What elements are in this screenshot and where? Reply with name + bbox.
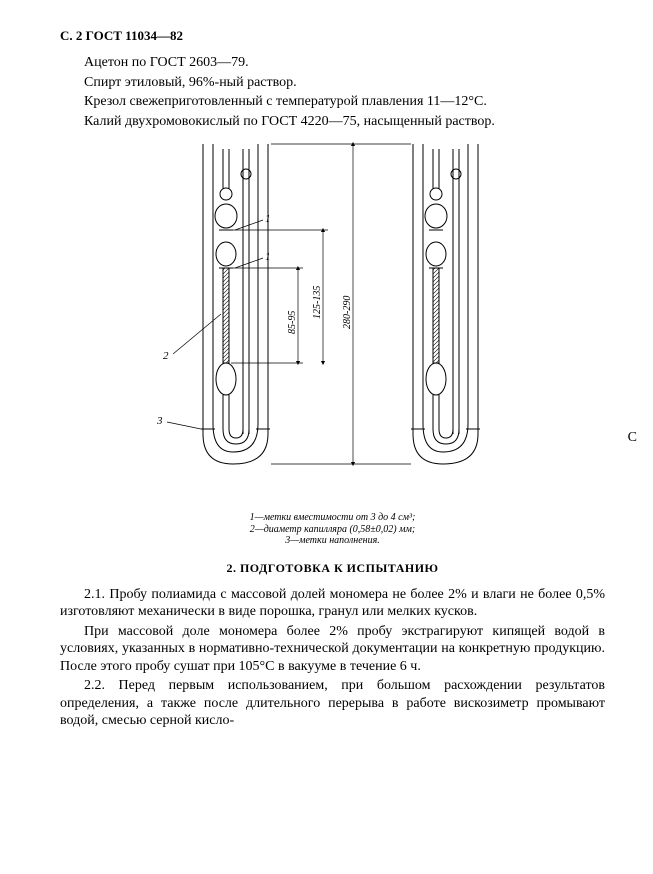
paragraph-2-2: 2.2. Перед первым использованием, при бо… [60, 677, 605, 730]
dim-b-text: 125-135 [312, 286, 323, 319]
figure-caption: 1—метки вместимости от 3 до 4 см³; 2—диа… [169, 512, 496, 547]
label-3: 3 [156, 415, 163, 427]
label-1a: 1 [265, 213, 271, 225]
section-2-title: 2. ПОДГОТОВКА К ИСПЫТАНИЮ [60, 561, 605, 576]
side-mark: C [628, 430, 637, 446]
dim-c-text: 280-290 [342, 296, 353, 329]
paragraph-spirit: Спирт этиловый, 96%-ный раствор. [60, 74, 605, 92]
paragraph-2-1b: При массовой доле мономера более 2% проб… [60, 623, 605, 676]
label-2: 2 [163, 350, 169, 362]
label-1b: 1 [265, 251, 271, 263]
paragraph-acetone: Ацетон по ГОСТ 2603—79. [60, 54, 605, 72]
dim-a-text: 85-95 [287, 311, 298, 334]
figure: 85-95 125-135 280-290 1 1 2 3 [60, 134, 605, 504]
caption-line-1: 1—метки вместимости от 3 до 4 см³; [169, 512, 496, 524]
caption-line-2: 2—диаметр капилляра (0,58±0,02) мм; [169, 524, 496, 536]
paragraph-2-1: 2.1. Пробу полиамида с массовой долей мо… [60, 586, 605, 621]
viscometer-diagram: 85-95 125-135 280-290 1 1 2 3 [153, 134, 513, 504]
page-header: С. 2 ГОСТ 11034—82 [60, 28, 605, 44]
paragraph-kalium: Калий двухромовокислый по ГОСТ 4220—75, … [60, 113, 605, 131]
caption-line-3: 3—метки наполнения. [169, 535, 496, 547]
paragraph-cresol: Крезол свежеприготовленный с температуро… [60, 93, 605, 111]
